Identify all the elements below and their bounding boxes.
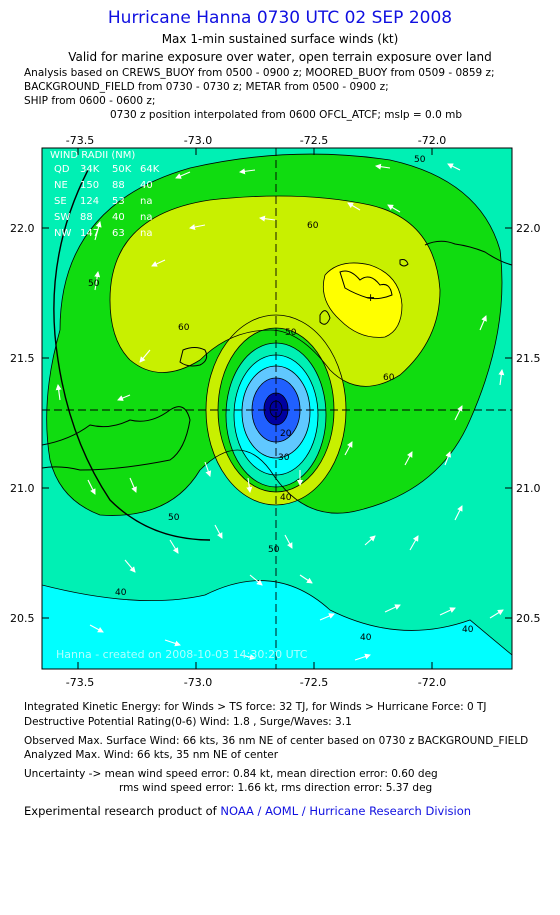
contour-label: 50: [285, 328, 297, 338]
y-tick-label: 21.5: [10, 352, 35, 365]
contour-label: 50: [88, 279, 100, 289]
wind-radii-cell: SE: [54, 196, 67, 207]
subtitle-exposure: Valid for marine exposure over water, op…: [68, 50, 492, 64]
wind-radii-cell: 53: [112, 196, 125, 207]
contour-label: 30: [278, 453, 290, 463]
contour-label: 60: [178, 323, 190, 333]
wind-radii-cell: 63: [112, 228, 125, 239]
noaa-link[interactable]: NOAA / AOML / Hurricane Research Divisio…: [220, 804, 472, 818]
analysis-line-1: Analysis based on CREWS_BUOY from 0500 -…: [24, 67, 495, 79]
position-line: 0730 z position interpolated from 0600 O…: [110, 109, 462, 121]
y-tick-label: 21.0: [516, 482, 541, 495]
contour-label: 50: [168, 513, 180, 523]
wind-radii-cell: NW: [54, 228, 71, 239]
x-tick-label: -72.0: [418, 676, 446, 689]
wind-radii-cell: 124: [80, 196, 99, 207]
contour-label: 60: [307, 221, 319, 231]
product-credit: Experimental research product of NOAA / …: [24, 804, 471, 818]
contour-label: 50: [268, 545, 280, 555]
ike-line: Integrated Kinetic Energy: for Winds > T…: [24, 701, 487, 713]
contour-label: 20: [280, 429, 292, 439]
product-prefix: Experimental research product of: [24, 804, 221, 818]
y-tick-label: 21.5: [516, 352, 541, 365]
x-tick-label: -73.0: [184, 134, 212, 147]
x-tick-label: -72.5: [300, 134, 328, 147]
uncertainty-line-2: rms wind speed error: 1.66 kt, rms direc…: [119, 782, 433, 794]
max-wind-marker: +: [366, 291, 375, 304]
wind-radii-cell: na: [140, 196, 152, 207]
x-tick-label: -73.5: [66, 676, 94, 689]
uncertainty-line-1: Uncertainty -> mean wind speed error: 0.…: [24, 768, 438, 780]
analysis-line-2: BACKGROUND_FIELD from 0730 - 0730 z; MET…: [24, 81, 389, 93]
wind-radii-title: WIND RADII (NM): [50, 150, 135, 161]
wind-radii-cell: 88: [112, 180, 125, 191]
wind-radii-cell: 40: [140, 180, 153, 191]
wind-radii-cell: SW: [54, 212, 70, 223]
page-title: Hurricane Hanna 0730 UTC 02 SEP 2008: [107, 8, 453, 28]
x-tick-label: -73.0: [184, 676, 212, 689]
y-tick-label: 22.0: [10, 222, 35, 235]
contour-label: 60: [383, 373, 395, 383]
y-tick-label: 20.5: [10, 612, 35, 625]
y-tick-label: 20.5: [516, 612, 541, 625]
wind-radii-cell: 150: [80, 180, 99, 191]
wind-radii-table: WIND RADII (NM) QD 34K 50K 64K NE 150 88…: [50, 150, 160, 239]
y-tick-label: 22.0: [516, 222, 541, 235]
wind-radii-header: 50K: [112, 164, 132, 175]
analyzed-max-line: Analyzed Max. Wind: 66 kts, 35 nm NE of …: [24, 749, 279, 761]
axis-ticks: [42, 148, 512, 669]
x-tick-label: -73.5: [66, 134, 94, 147]
wind-radii-cell: na: [140, 212, 152, 223]
wind-radii-header: 64K: [140, 164, 160, 175]
subtitle-winds: Max 1-min sustained surface winds (kt): [161, 32, 399, 46]
core-dark: [264, 393, 288, 425]
dpr-line: Destructive Potential Rating(0-6) Wind: …: [24, 716, 352, 728]
contour-label: 40: [462, 625, 474, 635]
wind-vectors: [55, 163, 505, 661]
contour-label: 40: [115, 588, 127, 598]
wind-radii-cell: 40: [112, 212, 125, 223]
coastlines: [42, 240, 512, 471]
observed-max-line: Observed Max. Surface Wind: 66 kts, 36 n…: [24, 735, 529, 747]
wind-radii-header: 34K: [80, 164, 100, 175]
wind-radii-cell: 147: [80, 228, 99, 239]
wind-radii-header: QD: [54, 164, 70, 175]
wind-radii-cell: NE: [54, 180, 68, 191]
wind-radii-cell: 88: [80, 212, 93, 223]
band-60: [110, 196, 440, 387]
contour-label: 50: [414, 155, 426, 165]
analysis-line-3: SHIP from 0600 - 0600 z;: [24, 95, 156, 107]
x-tick-label: -72.0: [418, 134, 446, 147]
x-tick-label: -72.5: [300, 676, 328, 689]
contour-label: 40: [360, 633, 372, 643]
map-credit: Hanna - created on 2008-10-03 14:30:20 U…: [56, 648, 308, 661]
y-tick-label: 21.0: [10, 482, 35, 495]
plot-frame: [41, 147, 513, 670]
wind-radii-cell: na: [140, 228, 152, 239]
contour-label: 40: [280, 493, 292, 503]
